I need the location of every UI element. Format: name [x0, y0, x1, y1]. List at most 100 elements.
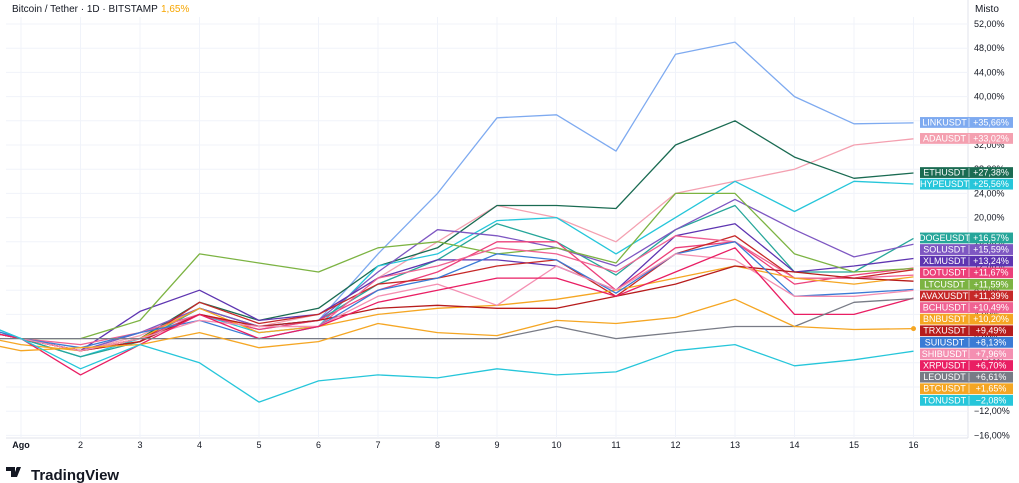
series-tag-name-bg — [920, 394, 969, 406]
series-tag-bchusdt[interactable]: BCHUSDT +10,49% — [920, 302, 1013, 313]
symbol-title[interactable]: Bitcoin / Tether · 1D · BITSTAMP — [12, 4, 158, 15]
y-tick-label: 52,00% — [974, 19, 1005, 29]
series-tag-value-bg — [969, 394, 1013, 406]
x-tick-label: 16 — [908, 440, 918, 450]
x-tick-label: 9 — [494, 440, 499, 450]
series-tag-name: ADAUSDT — [923, 133, 967, 143]
series-tag-ethusdt[interactable]: ETHUSDT +27,38% — [920, 167, 1013, 178]
series-line-hypeusdt[interactable] — [0, 180, 914, 358]
x-tick-label: 6 — [316, 440, 321, 450]
series-line-bchusdt[interactable] — [0, 235, 914, 346]
series-line-leousdt[interactable] — [0, 297, 914, 340]
series-tag-name: TONUSDT — [923, 395, 967, 405]
y-tick-label: 40,00% — [974, 92, 1005, 102]
series-tag-trxusdt[interactable]: TRXUSDT +9,49% — [920, 325, 1013, 337]
series-tag-shibusdt[interactable]: SHIBUSDT +7,96% — [920, 348, 1013, 360]
scale-mode-label[interactable]: Misto — [975, 4, 999, 15]
series-tag-hypeusdt[interactable]: HYPEUSDT +25,56% — [920, 178, 1013, 190]
series-tag-value-bg — [969, 278, 1013, 290]
series-line-shibusdt[interactable] — [0, 253, 914, 352]
series-tag-value-bg — [969, 383, 1013, 395]
series-tag-tonusdt[interactable]: TONUSDT −2,08% — [920, 394, 1013, 406]
series-tag-value: +25,56% — [973, 179, 1009, 189]
series-line-suiusdt[interactable] — [0, 241, 914, 349]
series-tag-name: XLMUSDT — [923, 256, 967, 266]
series-tag-name: XRPUSDT — [923, 360, 967, 370]
series-tag-value: +1,65% — [976, 384, 1007, 394]
series-tag-name: SUIUSDT — [925, 337, 965, 347]
series-tag-value-bg — [969, 313, 1013, 325]
series-tag-leousdt[interactable]: LEOUSDT +6,61% — [920, 371, 1013, 383]
series-tag-name: DOTUSDT — [923, 268, 967, 278]
series-tag-value-bg — [969, 232, 1013, 244]
series-tag-linkusdt[interactable]: LINKUSDT +35,66% — [920, 117, 1013, 128]
series-line-btcusdt[interactable] — [0, 298, 914, 352]
x-tick-label: Ago — [12, 440, 30, 450]
series-tag-value-bg — [969, 178, 1013, 190]
series-tag-value-bg — [969, 167, 1013, 178]
series-tag-adausdt[interactable]: ADAUSDT +33,02% — [920, 133, 1013, 144]
series-tag-xlmusdt[interactable]: XLMUSDT +13,24% — [920, 255, 1013, 267]
series-tag-btcusdt[interactable]: BTCUSDT +1,65% — [920, 383, 1013, 395]
btc-last-point-marker — [911, 326, 916, 332]
series-tag-name: AVAXUSDT — [921, 291, 969, 301]
series-tag-name-bg — [920, 267, 969, 279]
series-tag-value-bg — [969, 244, 1013, 255]
series-tag-value: +9,49% — [976, 326, 1007, 336]
series-tag-value-bg — [969, 290, 1013, 302]
series-tag-name: LEOUSDT — [923, 372, 966, 382]
series-tag-name-bg — [920, 133, 969, 144]
x-tick-label: 7 — [375, 440, 380, 450]
series-tag-name: SHIBUSDT — [922, 349, 968, 359]
series-tag-name-bg — [920, 371, 969, 383]
series-tag-value: +16,57% — [973, 233, 1009, 243]
series-tag-value-bg — [969, 360, 1013, 371]
series-line-xlmusdt[interactable] — [0, 223, 914, 352]
series-tag-value-bg — [969, 348, 1013, 360]
series-tag-name: LINKUSDT — [922, 117, 967, 127]
y-tick-label: 20,00% — [974, 213, 1005, 223]
symbol-change: 1,65% — [161, 4, 189, 15]
x-tick-label: 5 — [256, 440, 261, 450]
series-line-xrpusdt[interactable] — [0, 247, 914, 376]
x-tick-label: 15 — [849, 440, 859, 450]
x-tick-label: 8 — [435, 440, 440, 450]
series-tag-name: SOLUSDT — [923, 244, 966, 254]
series-tag-value-bg — [969, 117, 1013, 128]
series-tag-name-bg — [920, 278, 969, 290]
series-tag-name: BNBUSDT — [923, 314, 967, 324]
series-tag-value: +27,38% — [973, 167, 1009, 177]
y-tick-label: 48,00% — [974, 43, 1005, 53]
series-tag-solusdt[interactable]: SOLUSDT +15,59% — [920, 244, 1013, 255]
series-tag-name: BCHUSDT — [923, 302, 967, 312]
brand-name: TradingView — [31, 467, 119, 483]
series-tag-value: +35,66% — [973, 117, 1009, 127]
series-line-tonusdt[interactable] — [0, 327, 914, 403]
series-tag-name-bg — [920, 383, 969, 395]
x-tick-label: 2 — [78, 440, 83, 450]
series-tag-name-bg — [920, 244, 969, 255]
series-tag-value: +33,02% — [973, 133, 1009, 143]
series-tag-value: +6,61% — [976, 372, 1007, 382]
series-tag-xrpusdt[interactable]: XRPUSDT +6,70% — [920, 360, 1013, 371]
series-tag-value: +11,39% — [973, 291, 1008, 301]
series-line-trxusdt[interactable] — [0, 265, 914, 352]
series-tag-name-bg — [920, 178, 969, 190]
series-tag-avaxusdt[interactable]: AVAXUSDT +11,39% — [920, 290, 1013, 302]
series-tag-name-bg — [920, 348, 969, 360]
y-tick-label: −12,00% — [974, 406, 1010, 416]
series-tag-dotusdt[interactable]: DOTUSDT +11,67% — [920, 267, 1013, 279]
series-tag-suiusdt[interactable]: SUIUSDT +8,13% — [920, 336, 1013, 348]
series-line-ltcusdt[interactable] — [0, 192, 914, 340]
series-tag-value-bg — [969, 255, 1013, 267]
x-tick-label: 11 — [611, 440, 620, 450]
series-tag-value: +11,59% — [973, 279, 1008, 289]
series-tag-dogeusdt[interactable]: DOGEUSDT +16,57% — [919, 232, 1013, 244]
series-line-linkusdt[interactable] — [0, 41, 914, 352]
series-tag-bnbusdt[interactable]: BNBUSDT +10,20% — [920, 313, 1013, 325]
series-tag-value-bg — [969, 267, 1013, 279]
time-scale[interactable]: Ago 2 3 4 5 6 7 8 9 10 11 12 13 14 15 16 — [12, 440, 918, 450]
series-tag-ltcusdt[interactable]: LTCUSDT +11,59% — [920, 278, 1013, 290]
grid — [6, 0, 969, 439]
